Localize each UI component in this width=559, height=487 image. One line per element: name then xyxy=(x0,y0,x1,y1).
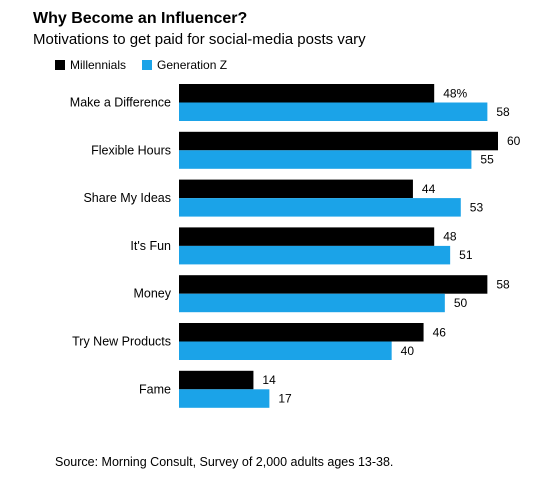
data-label-millennials-it-s-fun: 48 xyxy=(443,230,457,244)
bar-millennials-fame xyxy=(179,370,254,390)
bar-millennials-share-my-ideas xyxy=(179,179,413,199)
data-label-generation-z-money: 50 xyxy=(454,296,468,310)
category-label-share-my-ideas: Share My Ideas xyxy=(83,191,171,205)
data-label-generation-z-try-new-products: 40 xyxy=(401,344,415,358)
legend-swatch-generation-z xyxy=(142,60,153,70)
data-label-generation-z-flexible-hours: 55 xyxy=(480,153,494,167)
bar-millennials-try-new-products xyxy=(179,323,424,342)
data-label-millennials-share-my-ideas: 44 xyxy=(422,182,436,196)
category-label-money: Money xyxy=(133,287,171,301)
legend: Millennials Generation Z xyxy=(55,58,243,72)
bar-millennials-flexible-hours xyxy=(179,131,498,151)
legend-label-generation-z: Generation Z xyxy=(157,58,228,72)
chart-title: Why Become an Influencer? xyxy=(33,10,248,27)
legend-item-millennials: Millennials xyxy=(55,58,126,72)
data-label-millennials-make-a-difference: 48% xyxy=(443,86,467,100)
legend-item-generation-z: Generation Z xyxy=(142,58,227,72)
bar-millennials-it-s-fun xyxy=(179,227,435,246)
bar-millennials-make-a-difference xyxy=(179,84,435,103)
chart-subtitle: Motivations to get paid for social-media… xyxy=(33,31,366,48)
category-label-fame: Fame xyxy=(139,382,171,396)
bar-generation-z-share-my-ideas xyxy=(179,198,461,217)
bar-generation-z-it-s-fun xyxy=(179,245,451,265)
category-label-flexible-hours: Flexible Hours xyxy=(91,143,171,157)
data-label-generation-z-share-my-ideas: 53 xyxy=(470,200,484,214)
data-label-generation-z-it-s-fun: 51 xyxy=(459,248,473,262)
category-label-make-a-difference: Make a Difference xyxy=(70,96,171,110)
category-label-it-s-fun: It's Fun xyxy=(130,239,171,253)
legend-label-millennials: Millennials xyxy=(70,58,127,72)
data-label-millennials-fame: 14 xyxy=(262,373,276,387)
legend-swatch-millennials xyxy=(55,60,65,70)
data-label-millennials-try-new-products: 46 xyxy=(433,325,447,339)
data-label-generation-z-make-a-difference: 58 xyxy=(496,105,510,119)
bar-generation-z-make-a-difference xyxy=(179,102,488,121)
data-label-millennials-flexible-hours: 60 xyxy=(507,134,521,148)
bar-millennials-money xyxy=(179,275,488,294)
source-note: Source: Morning Consult, Survey of 2,000… xyxy=(55,455,394,469)
category-label-try-new-products: Try New Products xyxy=(72,335,171,349)
bar-generation-z-flexible-hours xyxy=(179,150,472,169)
bar-generation-z-try-new-products xyxy=(179,341,392,360)
data-label-millennials-money: 58 xyxy=(496,277,510,291)
data-label-generation-z-fame: 17 xyxy=(278,392,292,406)
bar-generation-z-fame xyxy=(179,389,270,408)
bar-generation-z-money xyxy=(179,293,445,313)
